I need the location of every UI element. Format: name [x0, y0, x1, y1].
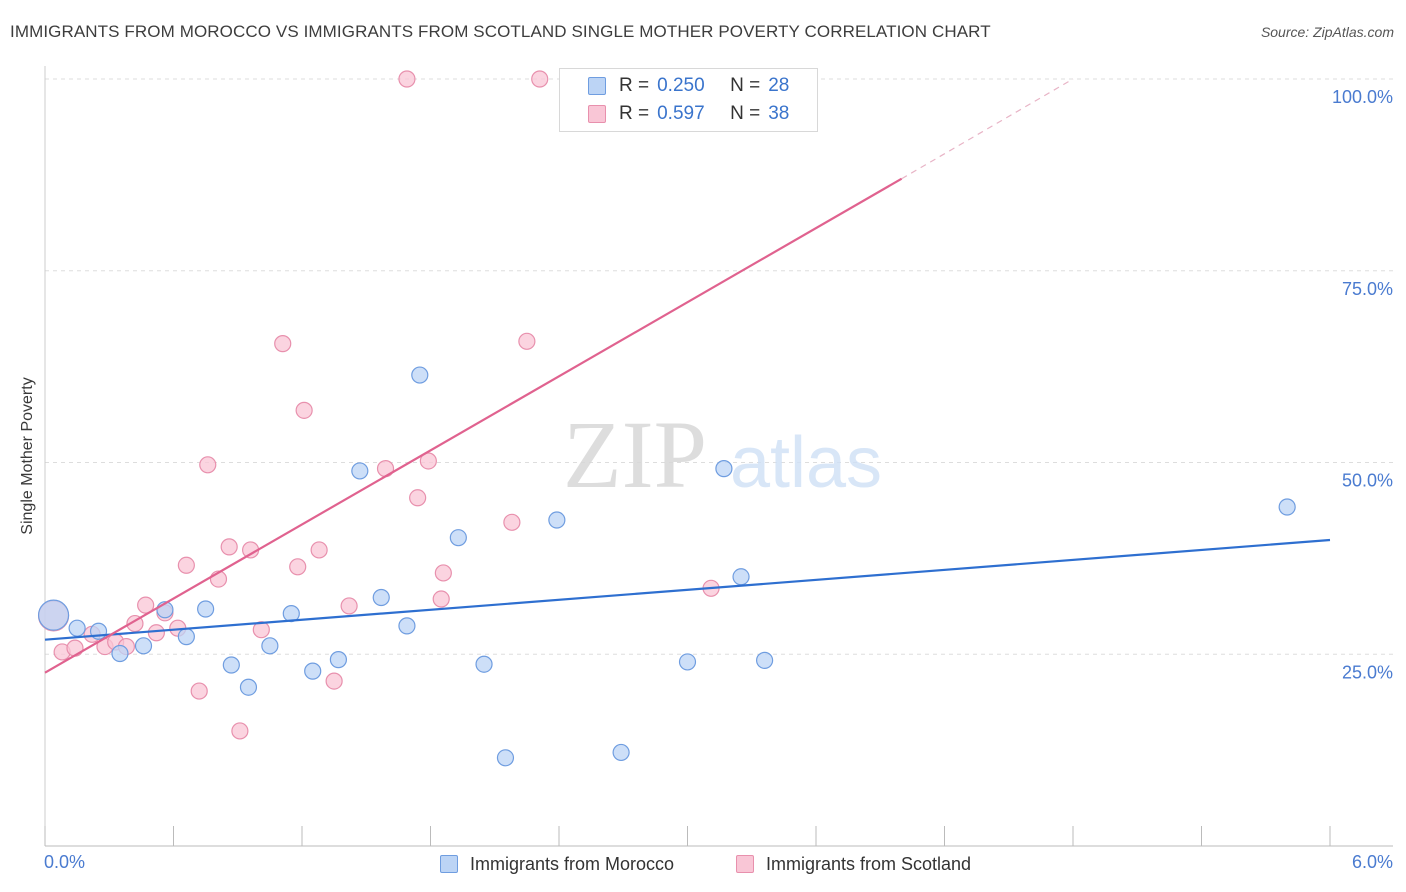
trend-lines: [44, 78, 1331, 674]
watermark-zip: ZIP: [563, 401, 707, 508]
morocco-point: [612, 743, 630, 762]
morocco-point: [197, 600, 215, 618]
scotland-point: [518, 332, 536, 350]
legend-swatch-scotland: [588, 105, 606, 123]
legend-r-label: R =: [619, 103, 650, 124]
axis-layer: [44, 66, 1393, 847]
morocco-trend-line: [44, 538, 1331, 641]
scotland-point: [177, 556, 195, 574]
scotland-point: [340, 597, 358, 615]
morocco-point: [475, 655, 493, 673]
morocco-point: [449, 529, 467, 547]
morocco-point: [678, 653, 697, 671]
legend-r-value-morocco: 0.250: [657, 75, 705, 96]
source-label: Source: ZipAtlas.com: [1260, 24, 1394, 40]
x-tick-label-max: 6.0%: [1351, 852, 1393, 872]
legend-n-label: N =: [730, 75, 761, 96]
scotland-point: [503, 513, 521, 531]
scotland-point: [325, 672, 343, 690]
scotland-point: [289, 558, 307, 576]
scotland-point: [409, 489, 427, 507]
grid-layer: [45, 78, 1393, 655]
morocco-point: [239, 678, 258, 696]
y-tick-label: 50.0%: [1342, 471, 1393, 491]
morocco-point: [261, 637, 279, 655]
morocco-point: [222, 656, 240, 674]
scotland-point: [434, 564, 452, 582]
scotland-point: [252, 621, 270, 639]
morocco-point: [372, 588, 390, 607]
morocco-point: [732, 568, 750, 586]
morocco-point: [68, 619, 86, 637]
y-tick-label: 100.0%: [1332, 87, 1393, 107]
morocco-point: [304, 662, 322, 680]
bottom-legend-scotland: Immigrants from Scotland: [736, 852, 971, 876]
legend-r-value-scotland: 0.597: [657, 103, 705, 124]
legend-n-label: N =: [730, 103, 761, 124]
scotland-point: [310, 541, 328, 559]
morocco-point: [351, 462, 369, 480]
legend-row-scotland: R = 0.597 N = 38: [619, 103, 789, 125]
scotland-point: [199, 456, 217, 474]
bottom-legend-label-morocco: Immigrants from Morocco: [470, 853, 675, 874]
y-tick-label: 75.0%: [1342, 279, 1393, 299]
morocco-point: [496, 749, 515, 767]
scotland-trend-extension: [901, 78, 1074, 180]
scotland-point: [147, 624, 165, 642]
x-tick-label-min: 0.0%: [44, 852, 86, 872]
bottom-legend-morocco: Immigrants from Morocco: [440, 852, 674, 876]
bottom-legend-swatch-scotland: [736, 855, 754, 873]
scotland-point: [190, 682, 208, 700]
scotland-point: [398, 70, 416, 88]
morocco-point: [134, 637, 153, 655]
scotland-point: [432, 590, 450, 608]
scotland-point: [295, 401, 313, 419]
scotland-point: [220, 538, 238, 556]
legend-swatch-morocco: [588, 77, 606, 95]
morocco-point: [548, 511, 566, 529]
legend-row-morocco: R = 0.250 N = 28: [619, 75, 789, 97]
bottom-legend-label-scotland: Immigrants from Scotland: [766, 853, 972, 874]
morocco-point: [398, 617, 416, 635]
legend-n-value-morocco: 28: [768, 75, 790, 96]
scotland-point: [66, 639, 84, 657]
morocco-point: [111, 644, 129, 663]
morocco-point: [37, 599, 70, 631]
legend-n-value-scotland: 38: [768, 103, 790, 124]
scotland-point: [137, 596, 155, 614]
morocco-point: [715, 460, 733, 478]
scotland-point: [231, 722, 249, 740]
legend-r-label: R =: [619, 75, 650, 96]
morocco-point: [177, 628, 195, 646]
scotland-point: [274, 335, 292, 353]
morocco-points: [37, 366, 1296, 767]
y-tick-label: 25.0%: [1342, 662, 1393, 682]
bottom-legend-swatch-morocco: [440, 855, 458, 873]
y-tick-labels: 25.0% 50.0% 75.0% 100.0%: [1332, 87, 1393, 682]
morocco-point: [411, 366, 429, 384]
scotland-trend-line: [44, 177, 903, 674]
watermark-atlas: atlas: [730, 423, 882, 503]
scotland-point: [419, 452, 437, 470]
scotland-point: [531, 70, 549, 88]
morocco-point: [1278, 498, 1296, 516]
correlation-legend: R = 0.250 N = 28 R = 0.597 N = 38: [559, 68, 818, 132]
chart-title: IMMIGRANTS FROM MOROCCO VS IMMIGRANTS FR…: [10, 22, 991, 41]
morocco-point: [329, 651, 348, 669]
morocco-point: [755, 651, 774, 669]
